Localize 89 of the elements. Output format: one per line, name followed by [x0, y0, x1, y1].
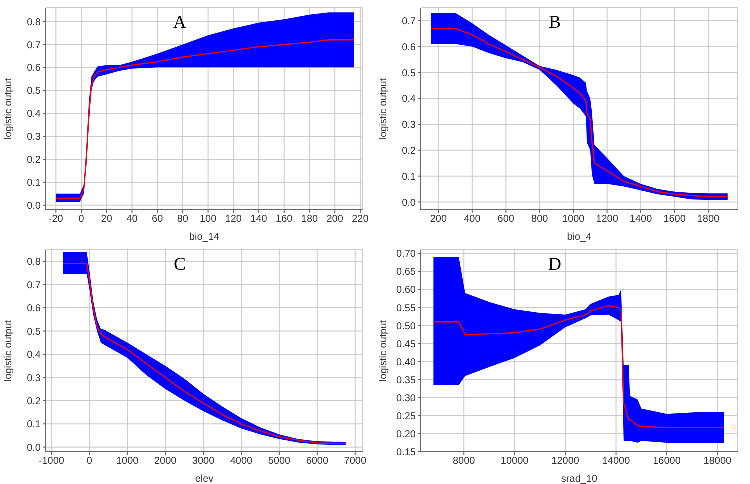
y-tick-label: 0.6 [402, 42, 416, 54]
x-tick-label: 7000 [344, 456, 367, 468]
y-tick-label: 0.4 [402, 94, 416, 106]
x-tick-label: 1000 [562, 214, 586, 226]
y-tick-label: 0.25 [396, 411, 416, 422]
y-tick-label: 0.65 [396, 267, 416, 278]
y-tick-label: 0.70 [396, 249, 416, 260]
y-axis-title: logistic output [4, 78, 15, 140]
y-tick-label: 0.2 [27, 155, 42, 166]
x-tick-label: 800 [532, 214, 549, 226]
y-tick-label: 0.7 [402, 16, 416, 28]
y-tick-label: 0.60 [396, 285, 416, 296]
x-tick-label: 600 [498, 214, 515, 226]
x-tick-label: 0 [78, 214, 85, 226]
x-tick-label: 160 [276, 214, 294, 226]
x-tick-label: 60 [152, 214, 164, 226]
x-axis-title: bio_14 [189, 232, 220, 243]
y-axis-title: logistic output [378, 78, 390, 140]
x-tick-label: 220 [352, 214, 370, 226]
y-tick-label: 0.4 [27, 109, 42, 120]
x-tick-label: 1800 [697, 214, 720, 226]
x-tick-label: 6000 [306, 456, 330, 468]
y-axis-title: logistic output [4, 320, 15, 382]
y-tick-label: 0.5 [27, 86, 42, 98]
x-tick-label: 16000 [653, 456, 682, 468]
y-tick-label: 0.8 [27, 17, 42, 28]
x-tick-label: 100 [200, 214, 218, 226]
x-tick-label: 140 [250, 214, 268, 226]
y-tick-label: 0.3 [27, 373, 42, 384]
chart-title: A [172, 12, 188, 33]
y-tick-label: 0.6 [27, 304, 42, 315]
x-tick-label: 400 [464, 214, 482, 226]
x-axis-title: bio_4 [567, 232, 592, 243]
x-tick-label: 1200 [596, 214, 619, 226]
y-tick-label: 0.1 [402, 172, 416, 183]
x-axis-title: elev [195, 474, 214, 484]
y-tick-label: 0.0 [27, 200, 42, 212]
line-series [56, 40, 355, 200]
x-tick-label: 200 [326, 214, 344, 226]
y-tick-label: 0.3 [27, 132, 42, 144]
y-tick-label: 0.35 [396, 375, 416, 386]
y-tick-label: 0.5 [402, 68, 416, 80]
x-tick-label: 1400 [630, 214, 653, 226]
x-tick-label: 120 [225, 214, 242, 226]
y-tick-label: 0.2 [402, 146, 416, 157]
x-tick-label: 1000 [116, 456, 140, 468]
line-series [433, 305, 725, 428]
y-tick-label: 0.30 [396, 393, 416, 404]
y-tick-label: 0.7 [27, 40, 42, 52]
x-tick-label: 4000 [230, 456, 254, 468]
y-tick-label: 0.0 [402, 198, 416, 209]
y-tick-label: 0.55 [396, 303, 416, 314]
chart-title: B [548, 12, 562, 33]
x-tick-label: -20 [48, 214, 64, 226]
y-tick-label: 0.20 [396, 430, 416, 441]
y-tick-label: 0.45 [396, 339, 416, 350]
x-tick-label: 10000 [500, 456, 530, 468]
x-tick-label: 3000 [192, 456, 216, 468]
y-tick-label: 0.6 [27, 63, 42, 74]
x-tick-label: 5000 [268, 456, 292, 468]
x-tick-label: -1000 [38, 456, 65, 468]
x-tick-label: 0 [86, 456, 93, 468]
y-tick-label: 0.3 [402, 120, 416, 132]
chart-title: C [172, 254, 187, 275]
y-axis-title: logistic output [378, 320, 390, 382]
x-tick-label: 12000 [552, 456, 580, 468]
x-tick-label: 18000 [704, 456, 732, 468]
y-tick-label: 0.50 [396, 321, 416, 332]
y-tick-label: 0.8 [27, 257, 42, 268]
x-tick-label: 8000 [452, 456, 476, 468]
x-tick-label: 1600 [664, 214, 686, 226]
y-tick-label: 0.0 [27, 442, 42, 454]
y-tick-label: 0.1 [27, 178, 42, 190]
y-tick-label: 0.40 [396, 357, 416, 368]
x-tick-label: 14000 [602, 456, 631, 468]
x-tick-label: 180 [301, 214, 319, 226]
y-tick-label: 0.7 [27, 280, 42, 292]
x-tick-label: 80 [177, 214, 189, 226]
x-tick-label: 200 [430, 214, 448, 226]
y-tick-label: 0.15 [396, 448, 416, 459]
chart-title: D [548, 254, 562, 275]
x-axis-title: srad_10 [561, 474, 598, 484]
x-tick-label: 2000 [154, 456, 178, 468]
x-tick-label: 40 [126, 214, 138, 226]
y-tick-label: 0.1 [27, 420, 42, 431]
y-tick-label: 0.5 [27, 326, 42, 338]
y-tick-label: 0.4 [27, 350, 42, 362]
x-tick-label: 20 [101, 214, 113, 226]
y-tick-label: 0.2 [27, 396, 42, 408]
